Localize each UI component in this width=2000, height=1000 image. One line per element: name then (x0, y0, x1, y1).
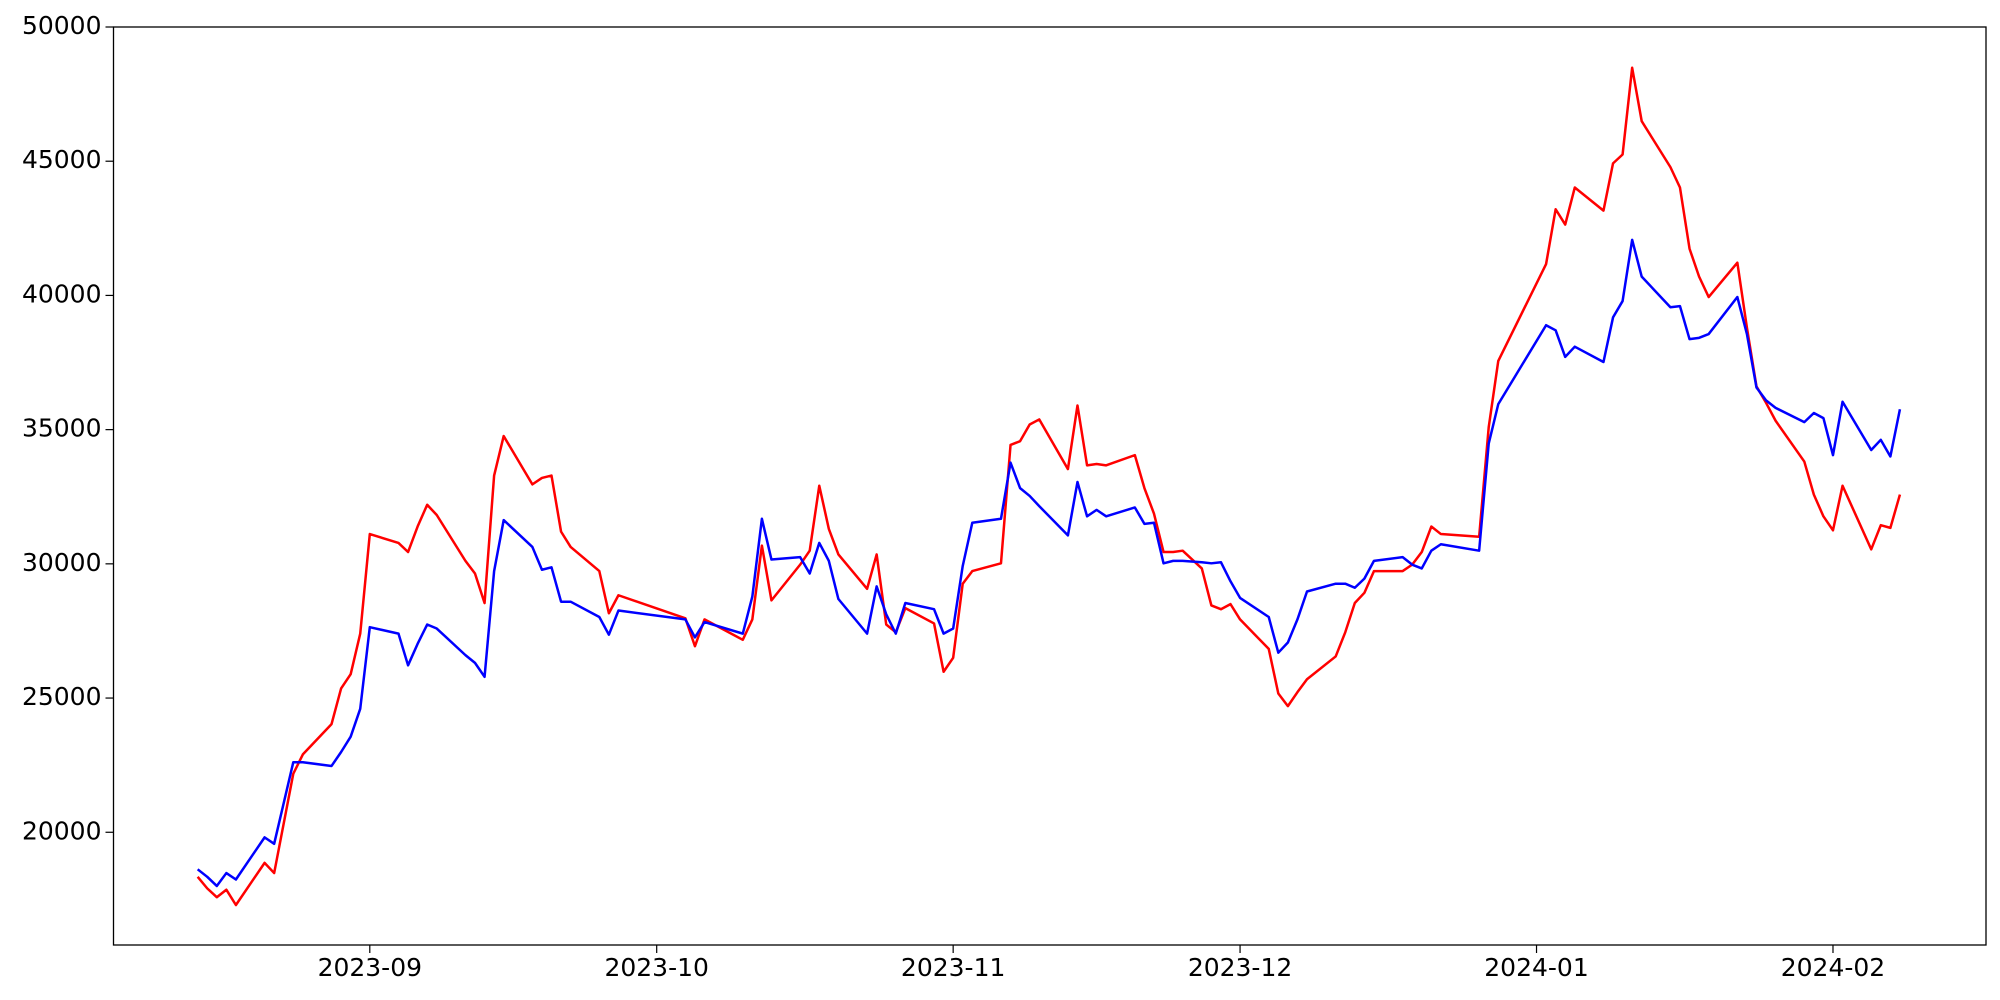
series-line (196, 66, 1902, 907)
x-tick-label: 2023-10 (604, 953, 708, 982)
y-tick-label: 40000 (22, 279, 102, 308)
plot-frame (112, 26, 1987, 946)
x-tick-label: 2023-09 (318, 953, 422, 982)
x-tick-label: 2024-02 (1781, 953, 1885, 982)
x-tick-label: 2024-01 (1484, 953, 1588, 982)
x-tick-label: 2023-11 (901, 953, 1005, 982)
series-line (196, 238, 1902, 888)
y-tick-label: 35000 (22, 414, 102, 443)
y-tick-label: 30000 (22, 548, 102, 577)
y-tick-label: 50000 (22, 11, 102, 40)
x-tick-label: 2023-12 (1188, 953, 1292, 982)
y-tick-label: 25000 (22, 682, 102, 711)
y-tick-label: 20000 (22, 816, 102, 845)
y-tick-label: 45000 (22, 145, 102, 174)
